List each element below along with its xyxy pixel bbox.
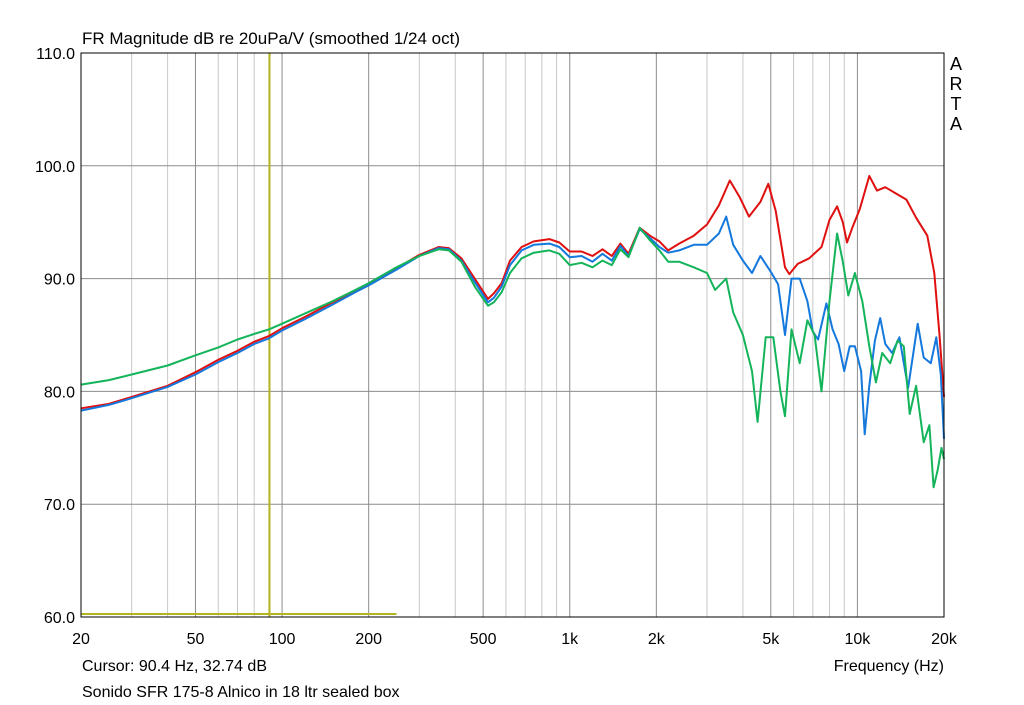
chart-caption: Sonido SFR 175-8 Alnico in 18 ltr sealed…: [82, 684, 400, 701]
watermark-letter: T: [951, 94, 962, 114]
watermark-letter: A: [950, 54, 962, 74]
x-tick-label: 50: [187, 631, 205, 648]
y-tick-labels: 60.0 70.0 80.0 90.0 100.0 110.0: [35, 46, 75, 627]
series-line-1: [80, 175, 945, 410]
x-tick-label: 5k: [762, 631, 780, 648]
watermark-letter: A: [950, 114, 962, 134]
x-tick-label: 20: [72, 631, 90, 648]
y-tick-label: 70.0: [44, 497, 75, 514]
x-tick-label: 2k: [648, 631, 666, 648]
cursor-readout: Cursor: 90.4 Hz, 32.74 dB: [82, 658, 267, 675]
x-tick-label: 20k: [931, 631, 958, 648]
y-tick-label: 110.0: [36, 46, 75, 63]
y-tick-label: 100.0: [35, 159, 75, 176]
x-tick-label: 500: [470, 631, 497, 648]
y-tick-label: 60.0: [44, 610, 75, 627]
plot-frame: [80, 52, 945, 618]
y-tick-label: 90.0: [44, 272, 75, 289]
series-lines: [80, 175, 945, 489]
series-line-2: [80, 215, 945, 439]
x-tick-label: 100: [269, 631, 296, 648]
x-axis-label: Frequency (Hz): [834, 658, 944, 675]
cursor-markers: [81, 53, 397, 617]
x-tick-label: 1k: [561, 631, 579, 648]
series-line-3: [80, 226, 945, 489]
chart-title: FR Magnitude dB re 20uPa/V (smoothed 1/2…: [82, 29, 460, 48]
watermark-letter: R: [950, 74, 963, 94]
x-tick-labels: 20 50 100 200 500 1k 2k 5k 10k 20k: [72, 631, 958, 648]
x-tick-label: 200: [355, 631, 382, 648]
y-tick-label: 80.0: [44, 384, 75, 401]
x-tick-label: 10k: [845, 631, 872, 648]
